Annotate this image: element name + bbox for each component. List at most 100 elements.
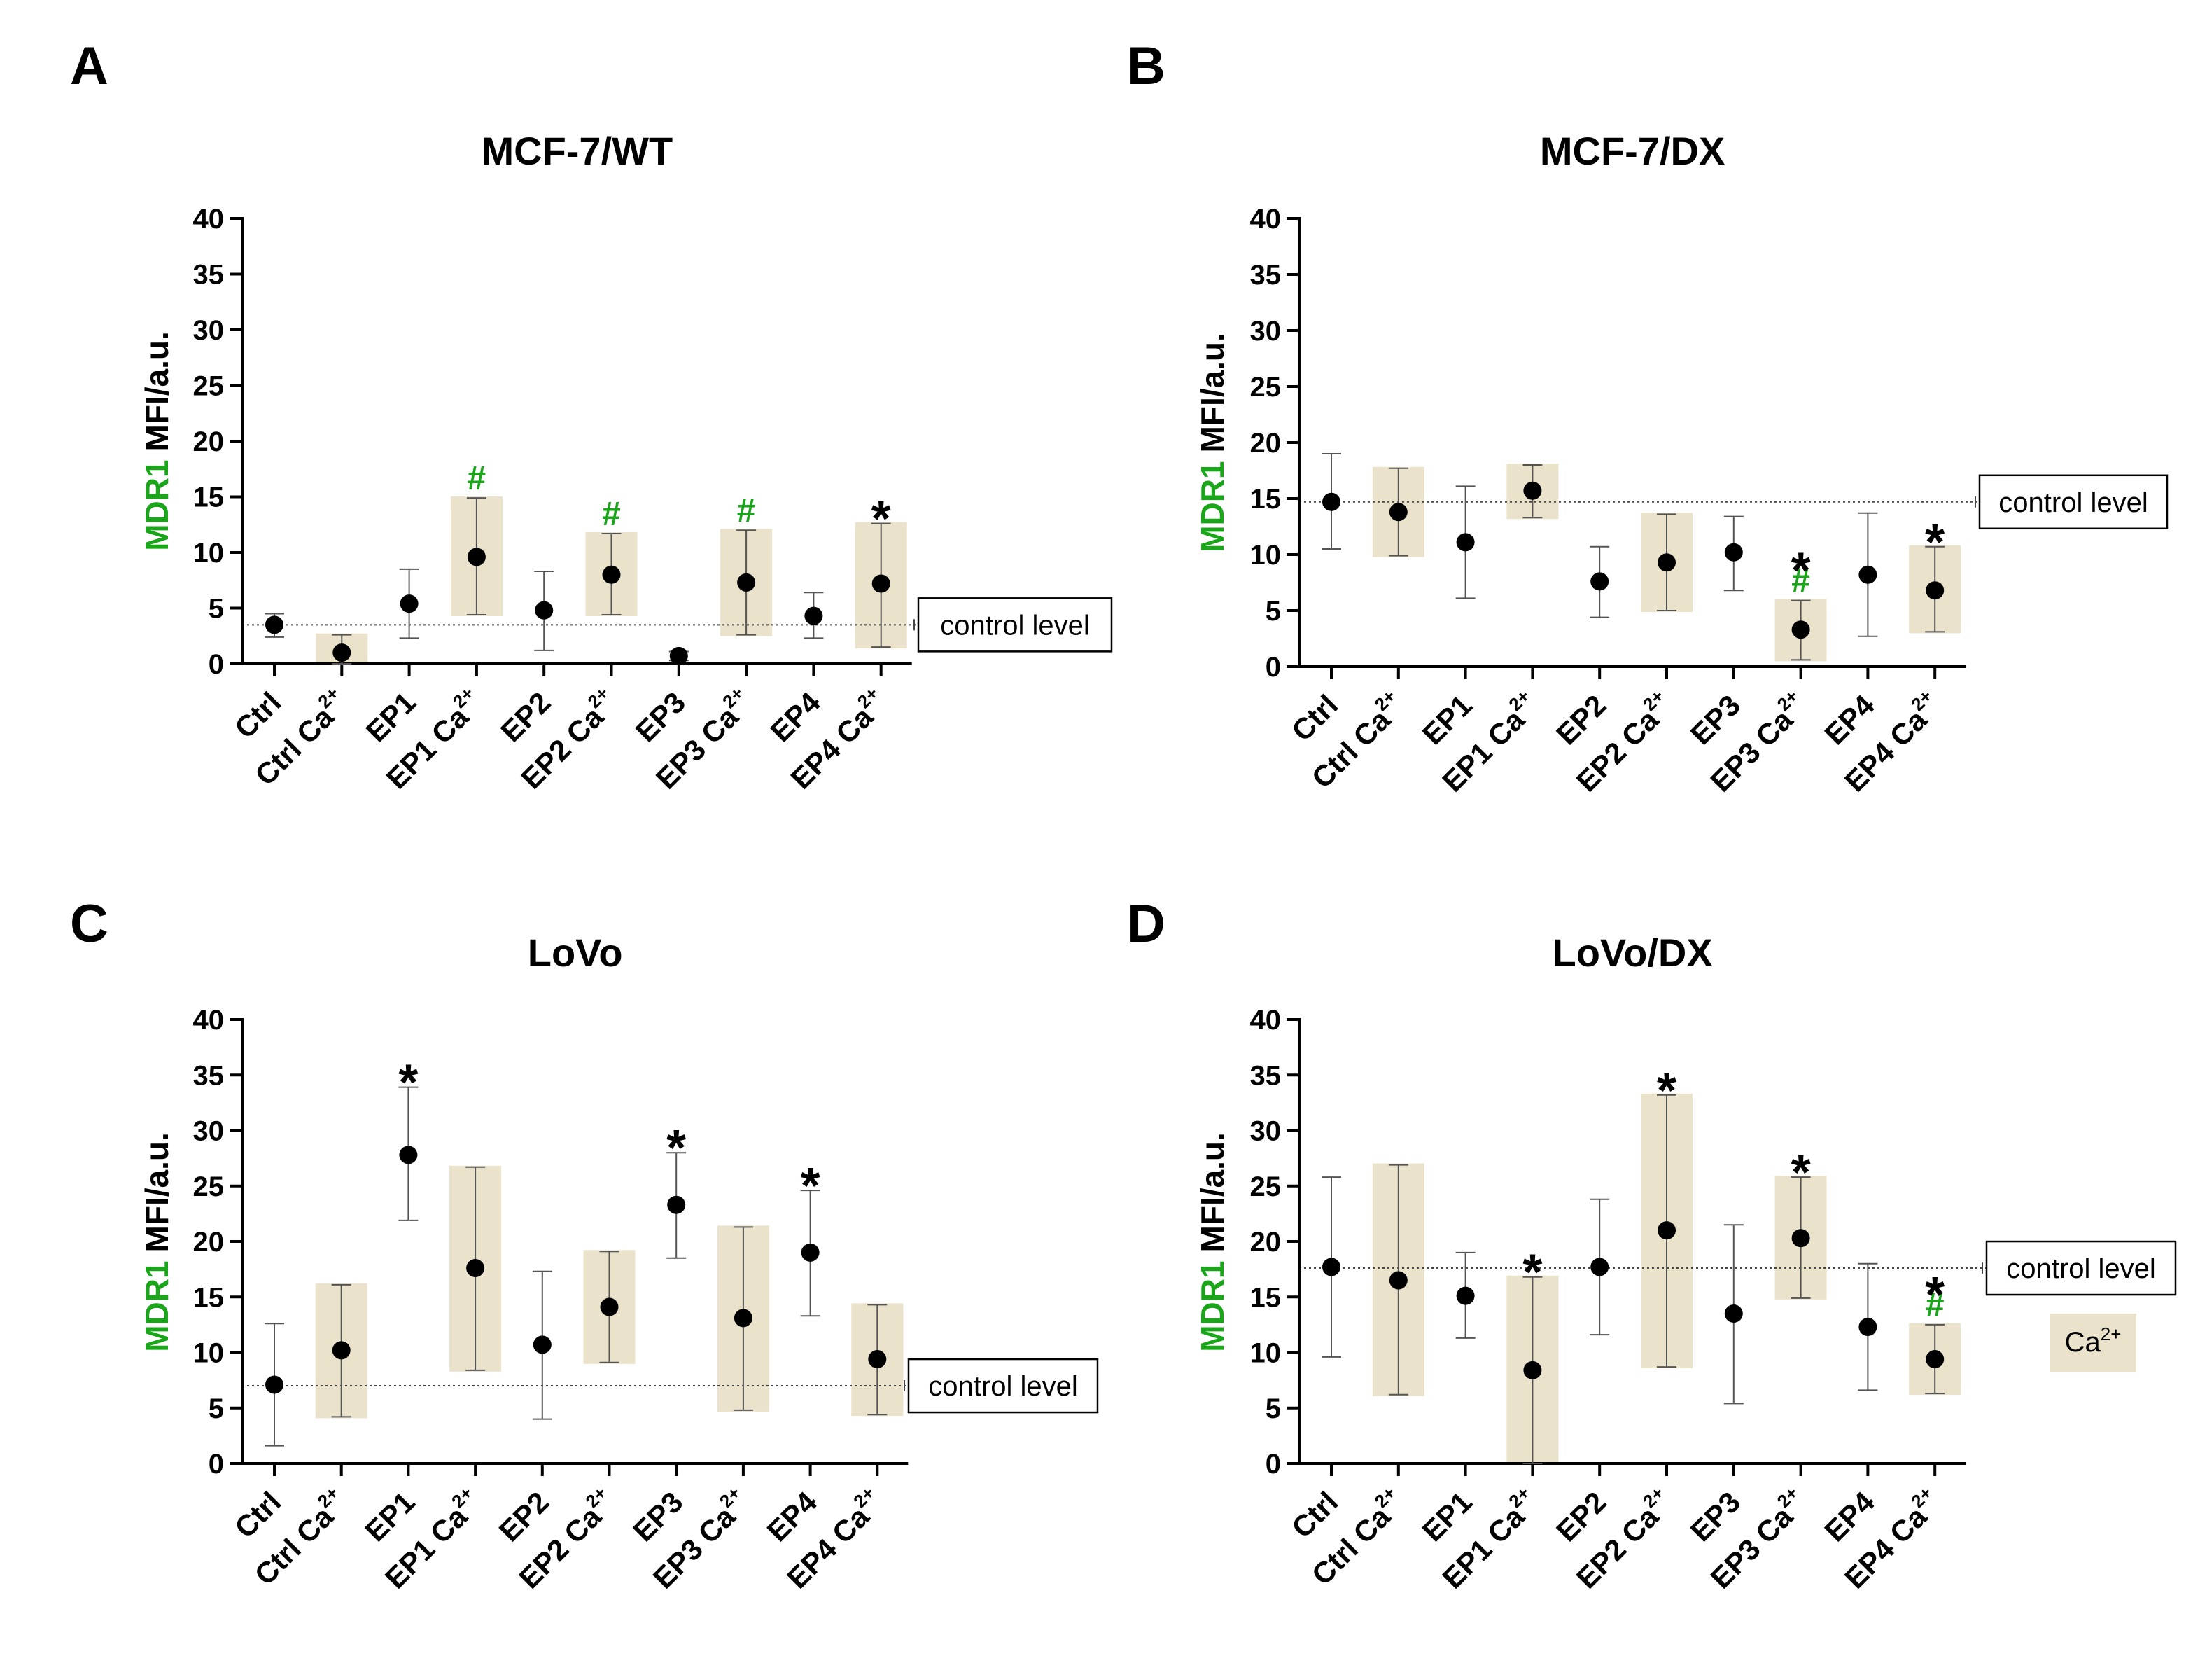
y-tick-label: 40 [193,1005,225,1036]
chart-title: MCF-7/DX [1540,129,1725,173]
data-point-7 [1791,620,1810,639]
chart-title: MCF-7/WT [481,129,673,173]
data-point-3 [466,1259,485,1278]
data-point-5 [602,565,621,584]
y-tick-label: 15 [193,1282,225,1313]
data-point-2 [1456,1286,1475,1305]
panel-letter: D [1127,894,1166,954]
data-point-1 [1389,1271,1408,1290]
category-label-base: Ctrl [1285,1485,1344,1544]
data-point-1 [332,643,351,662]
control-level-label: control level [940,610,1089,641]
y-tick-label: 5 [1266,596,1281,627]
significance-hash: # [1926,1287,1945,1324]
data-point-2 [1456,533,1475,552]
y-tick-label: 0 [1266,652,1281,683]
y-axis-label: MDR1 MFI/a.u. [139,331,175,551]
y-tick-label: 25 [193,1171,225,1202]
significance-star: * [1522,1245,1542,1301]
data-point-6 [1724,1304,1743,1323]
data-point-7 [737,573,756,592]
chart-title: LoVo/DX [1553,931,1713,975]
y-axis-label-marker: MDR1 [139,459,175,550]
data-point-7 [734,1309,752,1328]
panel-letter: B [1127,36,1166,96]
y-tick-label: 0 [209,649,224,680]
significance-star: * [1791,1145,1811,1201]
control-level-label: control level [928,1371,1077,1402]
data-point-4 [535,601,554,620]
y-axis-label-unit: MFI/a.u. [1194,333,1231,452]
significance-star: * [801,1158,820,1214]
panel-letter: C [70,894,108,954]
data-point-8 [801,1243,820,1262]
y-tick-label: 10 [193,538,225,569]
y-tick-label: 30 [1250,1116,1282,1147]
significance-star: * [872,492,891,548]
y-tick-label: 20 [193,426,225,457]
data-point-9 [868,1350,887,1369]
data-point-2 [399,1146,418,1164]
y-tick-label: 5 [209,1393,224,1424]
significance-star: * [398,1055,418,1111]
y-tick-label: 20 [193,1227,225,1258]
y-tick-label: 25 [193,371,225,402]
y-axis-label: MDR1 MFI/a.u. [1194,1132,1231,1352]
y-axis-label-unit: MFI/a.u. [1194,1132,1231,1252]
data-point-3 [1523,1361,1542,1379]
data-point-8 [1858,1318,1877,1337]
control-level-label: control level [2006,1253,2155,1284]
category-label-base: Ctrl [228,1485,287,1544]
category-label-base: Ctrl [228,686,287,744]
data-point-1 [332,1341,351,1360]
data-point-9 [872,574,890,593]
data-point-8 [804,606,823,625]
data-point-6 [669,646,688,665]
data-point-0 [1322,1258,1340,1276]
y-axis-label-marker: MDR1 [139,1260,175,1351]
y-tick-label: 30 [193,1116,225,1147]
y-tick-label: 40 [1250,204,1282,235]
significance-hash: # [468,460,486,497]
data-point-0 [1322,492,1340,511]
significance-hash: # [737,492,756,529]
significance-star: * [1791,543,1811,599]
control-level-box [917,597,1113,653]
data-point-7 [1791,1229,1810,1248]
category-label: Ctrl [228,686,287,744]
legend-ca-swatch-label: Ca2+ [2065,1323,2122,1358]
significance-hash: # [602,496,621,533]
data-point-4 [1590,1258,1609,1276]
y-tick-label: 5 [209,594,224,625]
data-point-0 [265,1375,284,1394]
chart-title: LoVo [528,931,623,975]
y-tick-label: 20 [1250,428,1282,459]
data-point-2 [400,594,419,613]
data-point-4 [1590,572,1609,591]
data-point-5 [1658,1221,1676,1240]
y-tick-label: 15 [1250,484,1282,515]
control-level-box [1978,474,2169,530]
y-tick-label: 35 [193,1060,225,1091]
significance-hash: # [1791,563,1810,600]
chart-panel-c: C LoVo control level 0 5 10 15 20 25 30 35 40 MDR1 MF… [70,894,1099,1595]
y-tick-label: 35 [1250,1060,1282,1091]
y-tick-label: 35 [193,260,225,291]
data-point-3 [1523,481,1542,500]
data-point-6 [1724,543,1743,562]
y-axis-label: MDR1 MFI/a.u. [1194,333,1231,552]
significance-star: * [666,1120,686,1176]
data-point-8 [1858,565,1877,584]
y-tick-label: 15 [193,482,225,513]
legend-ca-sup: 2+ [2101,1323,2122,1344]
data-point-4 [533,1335,552,1354]
y-tick-label: 30 [1250,316,1282,347]
y-tick-label: 30 [193,315,225,346]
y-tick-label: 40 [193,204,225,235]
y-axis-label: MDR1 MFI/a.u. [139,1132,175,1352]
y-tick-label: 40 [1250,1005,1282,1036]
y-axis-label-marker: MDR1 [1194,461,1231,552]
y-axis-label-unit: MFI/a.u. [139,331,175,451]
data-point-9 [1926,1350,1945,1369]
